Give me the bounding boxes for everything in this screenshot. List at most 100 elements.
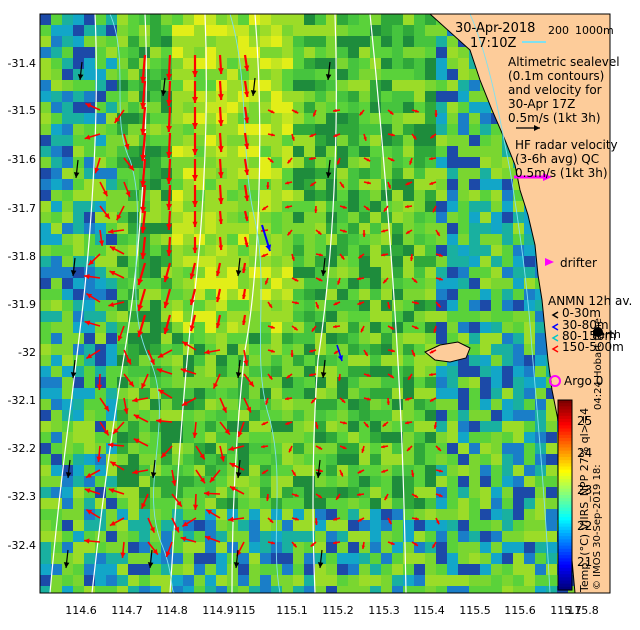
velocity-arrow-head — [217, 94, 224, 100]
sst-cell — [150, 421, 161, 432]
sst-cell — [337, 454, 348, 465]
velocity-arrow-head — [152, 548, 158, 555]
velocity-arrow-head — [65, 472, 72, 478]
velocity-arrow-head — [382, 423, 387, 427]
altimetric-line-1: Altimetric sealevel — [508, 55, 620, 69]
sst-cell — [370, 553, 381, 564]
sst-cell — [359, 465, 370, 476]
sst-cell — [205, 542, 216, 553]
sst-cell — [238, 553, 249, 564]
sst-cell — [304, 102, 315, 113]
colorbar-segment — [558, 583, 572, 588]
sst-cell — [249, 179, 260, 190]
sst-cell — [348, 300, 359, 311]
sst-cell — [337, 36, 348, 47]
sst-cell — [73, 212, 84, 223]
sst-cell — [205, 575, 216, 586]
sst-cell — [546, 443, 557, 454]
sst-cell — [249, 410, 260, 421]
sst-cell — [425, 421, 436, 432]
sst-cell — [447, 377, 458, 388]
sst-cell — [117, 80, 128, 91]
velocity-arrow-head — [357, 470, 362, 474]
sst-cell — [436, 421, 447, 432]
sst-cell — [502, 190, 513, 201]
sst-cell — [337, 421, 348, 432]
velocity-arrow-head — [319, 253, 323, 257]
sst-cell — [238, 311, 249, 322]
sst-cell — [62, 113, 73, 124]
sst-cell — [260, 509, 271, 520]
sst-cell — [414, 333, 425, 344]
sst-cell — [403, 410, 414, 421]
sst-cell — [315, 69, 326, 80]
sst-cell — [117, 476, 128, 487]
sst-cell — [95, 212, 106, 223]
sst-cell — [128, 234, 139, 245]
sst-cell — [84, 399, 95, 410]
sst-cell — [392, 80, 403, 91]
sst-cell — [469, 91, 480, 102]
sst-cell — [150, 135, 161, 146]
sst-cell — [128, 355, 139, 366]
sst-cell — [62, 322, 73, 333]
sst-cell — [403, 454, 414, 465]
sst-cell — [348, 36, 359, 47]
sst-cell — [414, 300, 425, 311]
sst-cell — [447, 388, 458, 399]
sst-cell — [205, 256, 216, 267]
sst-cell — [51, 289, 62, 300]
sst-cell — [117, 113, 128, 124]
sst-cell — [524, 498, 535, 509]
sst-cell — [216, 201, 227, 212]
sst-cell — [447, 58, 458, 69]
sst-cell — [150, 355, 161, 366]
sst-cell — [183, 179, 194, 190]
sst-cell — [216, 498, 227, 509]
velocity-arrow-head — [140, 252, 147, 259]
sst-cell — [480, 498, 491, 509]
velocity-arrow-head — [333, 517, 338, 521]
sst-cell — [62, 179, 73, 190]
sst-cell — [106, 157, 117, 168]
sst-cell — [161, 14, 172, 25]
sst-cell — [139, 476, 150, 487]
velocity-arrow-head — [432, 208, 437, 213]
sst-cell — [62, 157, 73, 168]
sst-cell — [117, 179, 128, 190]
colorbar-segment — [558, 561, 572, 566]
sst-cell — [315, 234, 326, 245]
sst-cell — [458, 322, 469, 333]
sst-cell — [205, 234, 216, 245]
sst-cell — [161, 509, 172, 520]
sst-cell — [359, 399, 370, 410]
sst-cell — [227, 135, 238, 146]
sst-cell — [348, 135, 359, 146]
sst-cell — [139, 553, 150, 564]
sst-cell — [227, 124, 238, 135]
sst-cell — [172, 179, 183, 190]
sst-cell — [381, 91, 392, 102]
sst-cell — [535, 553, 546, 564]
sst-cell — [436, 36, 447, 47]
velocity-arrow-head — [290, 353, 294, 357]
sst-cell — [205, 333, 216, 344]
sst-cell — [414, 157, 425, 168]
argo-marker — [549, 375, 561, 387]
colorbar-tick: 22 — [577, 519, 593, 533]
sst-cell — [535, 300, 546, 311]
sst-cell — [51, 58, 62, 69]
sst-cell — [414, 443, 425, 454]
velocity-arrow-head — [405, 181, 410, 186]
sst-cell — [348, 377, 359, 388]
sst-cell — [546, 531, 557, 542]
sst-cell — [513, 410, 524, 421]
sst-cell — [238, 278, 249, 289]
velocity-arrow-head — [265, 400, 269, 405]
hf-radar-line-3: 0.5m/s (1kt 3h) — [515, 166, 608, 180]
sst-cell — [95, 135, 106, 146]
sst-cell — [315, 256, 326, 267]
sst-cell — [40, 531, 51, 542]
sst-cell — [480, 256, 491, 267]
sst-cell — [40, 355, 51, 366]
